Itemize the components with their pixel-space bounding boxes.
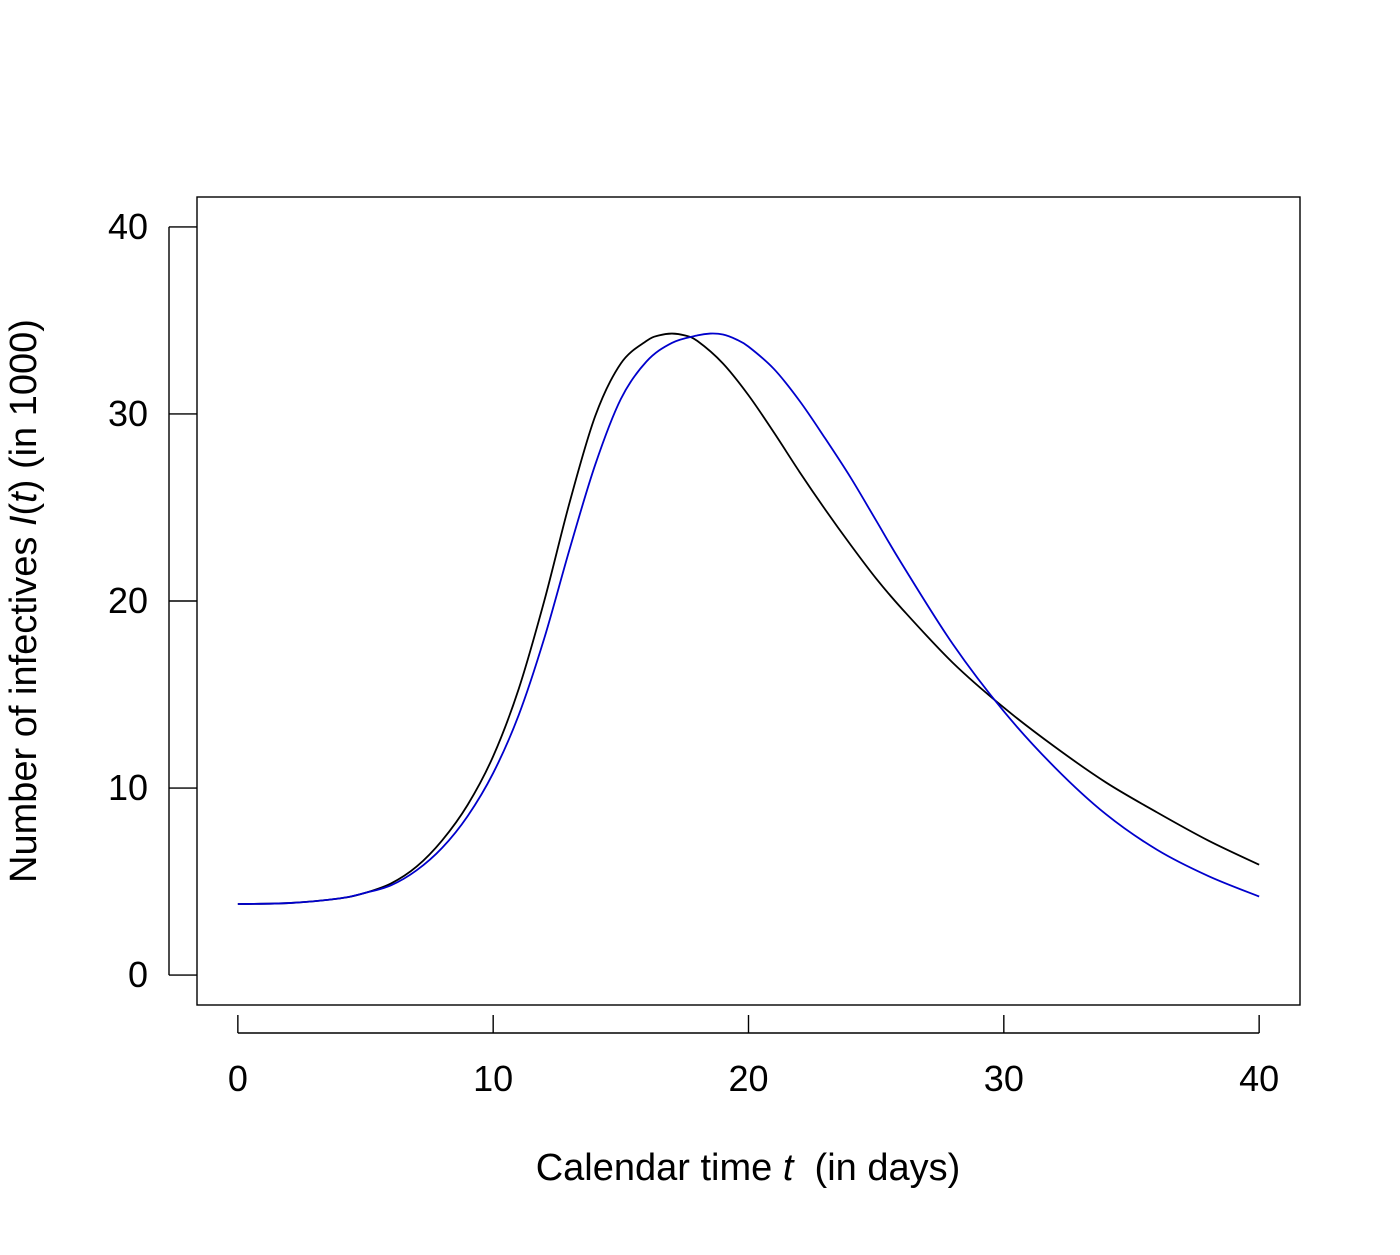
x-axis: 0 10 20 30 40 <box>228 1015 1279 1099</box>
y-tick-label: 0 <box>128 954 148 995</box>
x-tick-label: 40 <box>1239 1058 1279 1099</box>
y-tick-label: 20 <box>108 580 148 621</box>
y-tick-label: 40 <box>108 206 148 247</box>
series-line-1 <box>237 332 1260 905</box>
x-tick-label: 20 <box>728 1058 768 1099</box>
y-tick-label: 30 <box>108 393 148 434</box>
x-tick-label: 10 <box>473 1058 513 1099</box>
series-line-2 <box>237 332 1260 905</box>
x-tick-label: 30 <box>984 1058 1024 1099</box>
plot-frame <box>196 196 1301 1006</box>
y-axis-label: Number of infectives I(t) (in 1000) <box>3 319 45 883</box>
series-layer <box>237 332 1260 905</box>
y-axis: 0 10 20 30 40 <box>108 206 197 995</box>
y-tick-label: 10 <box>108 767 148 808</box>
x-tick-label: 0 <box>228 1058 248 1099</box>
x-axis-label: Calendar time t (in days) <box>536 1147 961 1189</box>
